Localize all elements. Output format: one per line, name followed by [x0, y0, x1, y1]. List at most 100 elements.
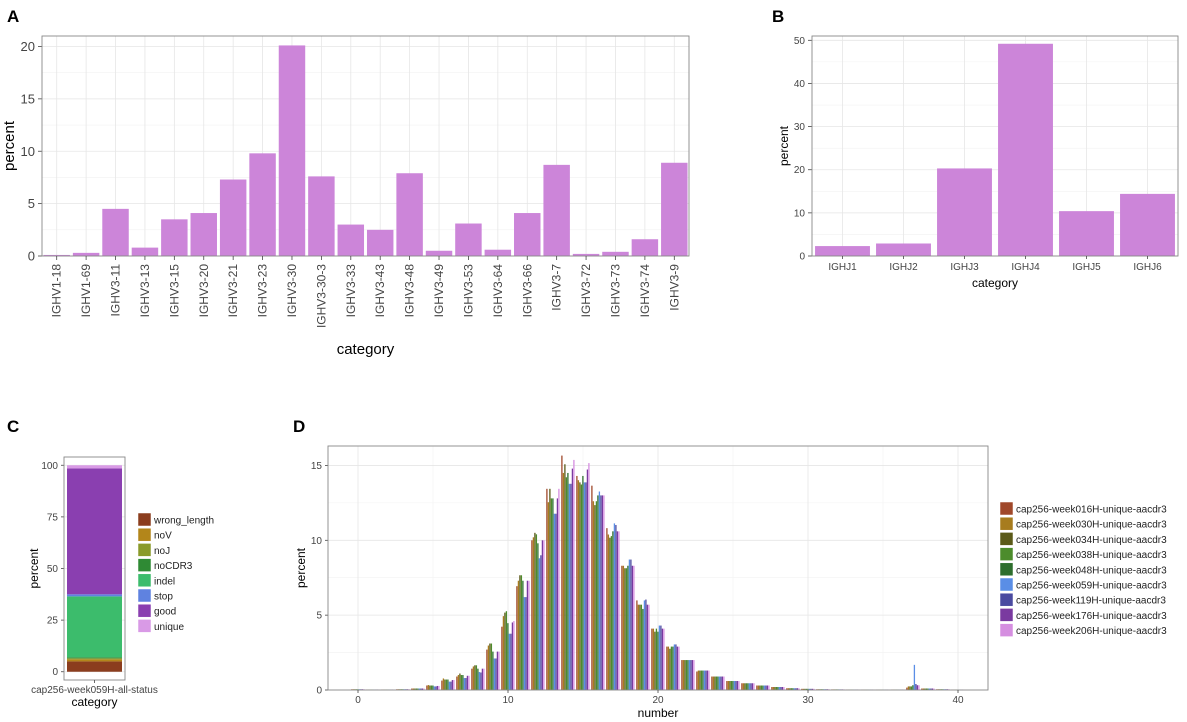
- bar-cap256-week176H-unique-aacdr3: [631, 565, 634, 690]
- bar-cap256-week034H-unique-aacdr3: [549, 488, 551, 690]
- bar-cap256-week034H-unique-aacdr3: [489, 643, 491, 690]
- bar-cap256-week038H-unique-aacdr3: [460, 675, 463, 690]
- bar: [43, 254, 70, 256]
- x-tick-label: IGHV3-66: [520, 264, 534, 318]
- bar-cap256-week176H-unique-aacdr3: [931, 688, 934, 690]
- x-tick-label: 10: [502, 695, 514, 706]
- bar-cap256-week206H-unique-aacdr3: [453, 680, 455, 690]
- x-tick-label: cap256-week059H-all-status: [31, 685, 158, 696]
- bar-cap256-week176H-unique-aacdr3: [616, 531, 619, 690]
- bar-cap256-week059H-unique-aacdr3: [508, 633, 511, 690]
- bar: [366, 229, 394, 256]
- bar-cap256-week176H-unique-aacdr3: [676, 646, 679, 690]
- legend-swatch: [999, 501, 1014, 516]
- legend-swatch: [999, 592, 1014, 607]
- bar-cap256-week059H-unique-aacdr3: [553, 513, 556, 690]
- y-tick-label: 0: [28, 249, 35, 264]
- legend-swatch: [137, 527, 152, 542]
- x-tick-label: IGHV3-13: [138, 264, 152, 318]
- x-tick-label: IGHV3-23: [256, 264, 270, 318]
- legend-swatch: [999, 516, 1014, 531]
- bar-cap256-week119H-unique-aacdr3: [495, 658, 497, 690]
- bar-cap256-week038H-unique-aacdr3: [520, 575, 523, 690]
- y-tick-label: 75: [47, 512, 59, 523]
- plot-border: [811, 35, 1179, 257]
- bar-cap256-week119H-unique-aacdr3: [420, 688, 422, 690]
- bar-cap256-week176H-unique-aacdr3: [526, 580, 529, 690]
- x-tick-label: 20: [652, 695, 664, 706]
- x-tick-label: IGHV3-30-3: [314, 264, 328, 328]
- bar-cap256-week206H-unique-aacdr3: [738, 681, 740, 690]
- bar-cap256-week038H-unique-aacdr3: [445, 679, 448, 690]
- bar-cap256-week030H-unique-aacdr3: [907, 686, 910, 690]
- bar: [425, 250, 453, 256]
- legend-label: cap256-week030H-unique-aacdr3: [1016, 520, 1167, 531]
- y-tick-label: 10: [311, 536, 323, 547]
- bar-cap256-week038H-unique-aacdr3: [595, 501, 598, 690]
- bar-cap256-week034H-unique-aacdr3: [699, 670, 701, 690]
- bar-cap256-week016H-unique-aacdr3: [756, 685, 758, 690]
- bar-cap256-week059H-unique-aacdr3: [718, 676, 721, 690]
- legend-swatch: [137, 558, 152, 572]
- y-tick-label: 0: [799, 252, 805, 263]
- bar-cap256-week016H-unique-aacdr3: [726, 681, 728, 690]
- bar-cap256-week119H-unique-aacdr3: [705, 670, 707, 690]
- bar-cap256-week038H-unique-aacdr3: [775, 687, 778, 690]
- bar-cap256-week206H-unique-aacdr3: [918, 685, 920, 690]
- bar-cap256-week048H-unique-aacdr3: [477, 668, 479, 690]
- bar-cap256-week034H-unique-aacdr3: [639, 604, 641, 690]
- x-tick-label: IGHV3-15: [167, 264, 181, 318]
- y-tick-label: 5: [28, 196, 35, 211]
- bar-cap256-week048H-unique-aacdr3: [702, 670, 704, 690]
- panel-label-b: B: [772, 7, 784, 26]
- x-tick-label: IGHV3-11: [109, 264, 123, 317]
- bar-cap256-week030H-unique-aacdr3: [757, 685, 760, 690]
- bar-cap256-week176H-unique-aacdr3: [811, 688, 814, 690]
- bar: [190, 213, 217, 256]
- bar-cap256-week038H-unique-aacdr3: [475, 665, 478, 690]
- bar-cap256-week176H-unique-aacdr3: [556, 498, 559, 690]
- legend-label: cap256-week059H-unique-aacdr3: [1016, 581, 1167, 592]
- bar-cap256-week059H-unique-aacdr3: [658, 625, 661, 690]
- bar-cap256-week030H-unique-aacdr3: [742, 683, 745, 690]
- bar-cap256-week176H-unique-aacdr3: [796, 688, 799, 690]
- bar-cap256-week048H-unique-aacdr3: [417, 688, 419, 690]
- plot-border: [41, 35, 690, 257]
- bar-cap256-week176H-unique-aacdr3: [481, 668, 484, 690]
- bar-cap256-week176H-unique-aacdr3: [691, 660, 694, 690]
- bar: [514, 213, 541, 256]
- legend-label: cap256-week119H-unique-aacdr3: [1016, 596, 1166, 607]
- panel-label-c: C: [7, 417, 19, 436]
- bar-cap256-week016H-unique-aacdr3: [741, 683, 743, 690]
- bar-cap256-week176H-unique-aacdr3: [916, 685, 919, 690]
- bar-cap256-week034H-unique-aacdr3: [789, 688, 791, 690]
- bar-cap256-week048H-unique-aacdr3: [657, 631, 659, 690]
- bar-cap256-week119H-unique-aacdr3: [735, 681, 737, 690]
- legend-swatch: [999, 562, 1014, 577]
- bar-cap256-week119H-unique-aacdr3: [630, 559, 632, 690]
- bar-cap256-week016H-unique-aacdr3: [651, 628, 653, 690]
- bar: [308, 176, 335, 256]
- bar-cap256-week034H-unique-aacdr3: [774, 687, 776, 690]
- legend-label: cap256-week206H-unique-aacdr3: [1016, 626, 1167, 637]
- bar-cap256-week016H-unique-aacdr3: [906, 687, 908, 690]
- bar-cap256-week206H-unique-aacdr3: [543, 540, 545, 690]
- legend-swatch: [137, 619, 152, 633]
- bar-cap256-week030H-unique-aacdr3: [727, 681, 730, 690]
- bar-cap256-week119H-unique-aacdr3: [795, 688, 797, 690]
- bar-cap256-week119H-unique-aacdr3: [615, 524, 617, 690]
- bar: [161, 219, 188, 256]
- bar-cap256-week038H-unique-aacdr3: [730, 681, 733, 690]
- x-tick-label: IGHJ3: [950, 262, 979, 273]
- bar: [337, 224, 365, 256]
- legend-swatch: [137, 603, 152, 618]
- bar-cap256-week034H-unique-aacdr3: [729, 681, 731, 690]
- bar-cap256-week048H-unique-aacdr3: [582, 475, 584, 690]
- x-tick-label: IGHJ4: [1011, 262, 1040, 273]
- bar-cap256-week059H-unique-aacdr3: [418, 688, 421, 690]
- bar-cap256-week206H-unique-aacdr3: [663, 628, 665, 690]
- bar-cap256-week034H-unique-aacdr3: [804, 688, 806, 690]
- bar-cap256-week016H-unique-aacdr3: [576, 475, 578, 690]
- bar-cap256-week038H-unique-aacdr3: [925, 688, 928, 690]
